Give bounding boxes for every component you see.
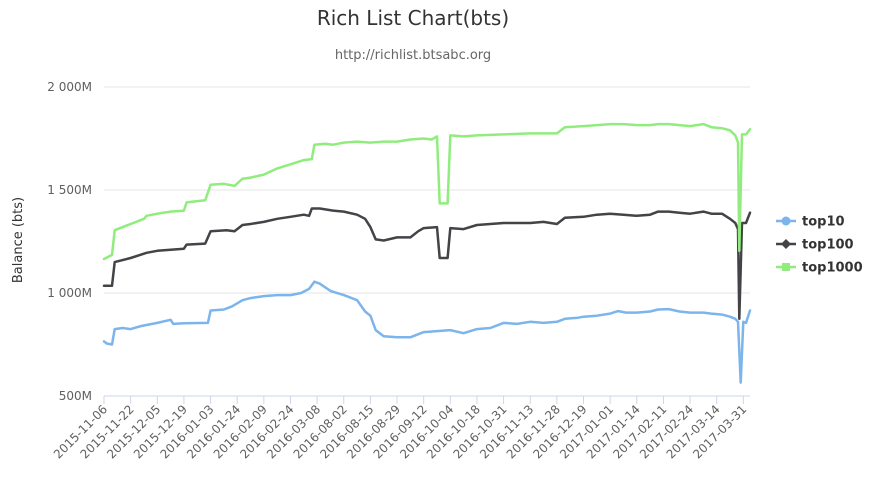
chart-subtitle: http://richlist.btsabc.org	[334, 48, 492, 63]
chart-title: Rich List Chart(bts)	[316, 6, 510, 30]
legend-item-top1000[interactable]: top1000	[776, 261, 863, 276]
legend-label: top10	[802, 215, 845, 230]
legend-marker-circle	[781, 216, 791, 226]
legend-marker-square	[782, 263, 790, 271]
legend-marker-diamond	[781, 239, 791, 249]
y-axis-label: Balance (bts)	[11, 197, 26, 283]
series-line-top10[interactable]	[102, 280, 752, 384]
grid-lines	[104, 86, 750, 397]
series-line-top1000[interactable]	[102, 122, 752, 261]
y-tick-label: 500M	[59, 389, 92, 403]
y-tick-label: 2 000M	[47, 80, 92, 94]
y-tick-label: 1 500M	[47, 183, 92, 197]
legend-label: top1000	[802, 261, 863, 276]
legend-item-top10[interactable]: top10	[776, 215, 845, 230]
legend-label: top100	[802, 238, 854, 253]
x-axis: 2015-11-062015-11-222015-12-052015-12-19…	[51, 396, 749, 461]
y-tick-label: 1 000M	[47, 286, 92, 300]
y-axis: 500M 1 000M 1 500M 2 000M	[47, 80, 92, 403]
legend-item-top100[interactable]: top100	[776, 238, 854, 253]
series-lines	[102, 122, 752, 384]
legend[interactable]: top10 top100 top1000	[776, 215, 863, 276]
series-line-top100[interactable]	[102, 207, 752, 321]
